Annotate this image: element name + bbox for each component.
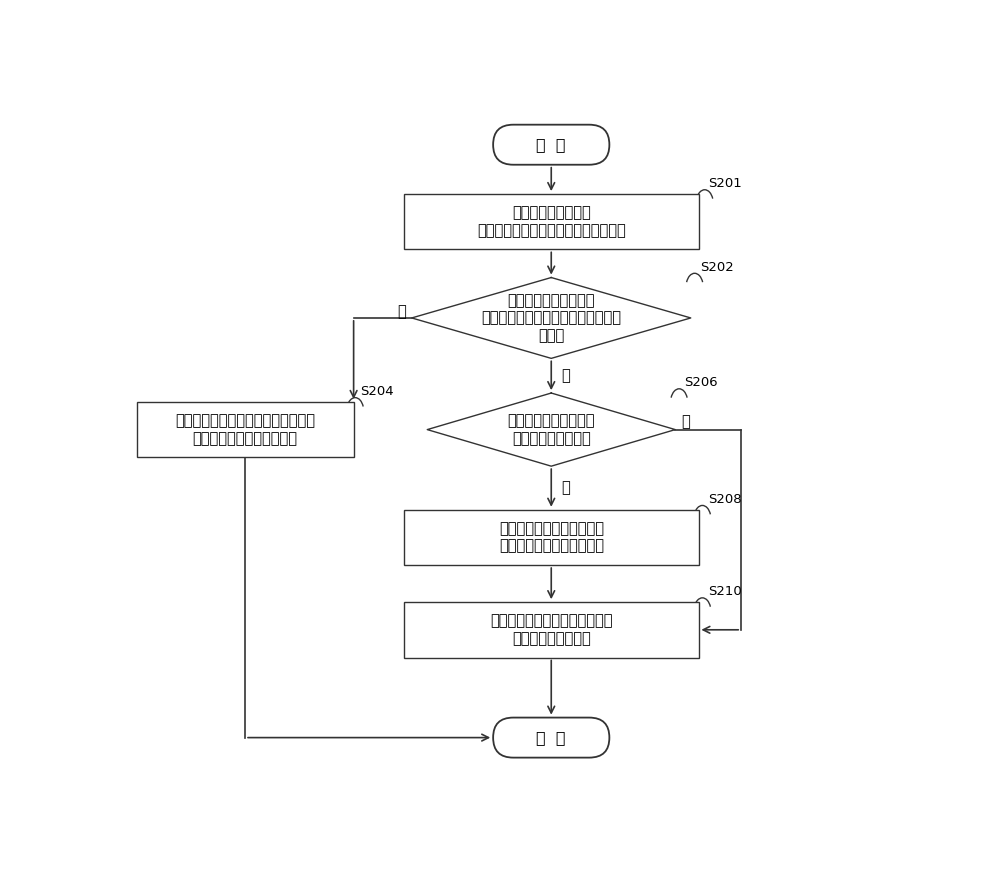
Text: 控制压缩机在下次开启时保持与
本次转向相同的转向: 控制压缩机在下次开启时保持与 本次转向相同的转向	[490, 613, 612, 646]
Polygon shape	[427, 393, 675, 466]
Text: S204: S204	[360, 385, 393, 398]
Polygon shape	[412, 278, 691, 358]
Text: 控制压缩机在下次开启时，
启用低负荷压缩工况的转向: 控制压缩机在下次开启时， 启用低负荷压缩工况的转向	[499, 521, 604, 554]
Text: 结  束: 结 束	[536, 730, 566, 745]
Text: S201: S201	[708, 177, 742, 190]
Text: S202: S202	[700, 261, 734, 273]
Text: S210: S210	[708, 585, 742, 598]
FancyBboxPatch shape	[493, 125, 609, 165]
Text: 开  始: 开 始	[536, 137, 566, 152]
Text: 控制制冷设备的压缩机在下次开启时
启用高负荷压缩工况的转向: 控制制冷设备的压缩机在下次开启时 启用高负荷压缩工况的转向	[175, 413, 315, 446]
Text: 否: 否	[681, 414, 690, 429]
FancyBboxPatch shape	[404, 510, 698, 566]
Text: S208: S208	[708, 493, 741, 506]
Text: 在压缩机运行结束时，
判断本次运行时长是否大于第一预设
时长；: 在压缩机运行结束时， 判断本次运行时长是否大于第一预设 时长；	[481, 293, 621, 342]
FancyBboxPatch shape	[404, 194, 698, 250]
Text: S206: S206	[685, 376, 718, 389]
Text: 是: 是	[397, 304, 406, 319]
Text: 判断的本次运行时长是
否小于第二预设时长: 判断的本次运行时长是 否小于第二预设时长	[508, 413, 595, 446]
Text: 在制冷设备开启时，
对压缩机的本次运行时长进行实时记录: 在制冷设备开启时， 对压缩机的本次运行时长进行实时记录	[477, 205, 626, 238]
FancyBboxPatch shape	[493, 718, 609, 758]
Text: 否: 否	[561, 368, 570, 383]
Text: 是: 是	[561, 481, 570, 496]
FancyBboxPatch shape	[404, 602, 698, 658]
FancyBboxPatch shape	[137, 402, 354, 458]
